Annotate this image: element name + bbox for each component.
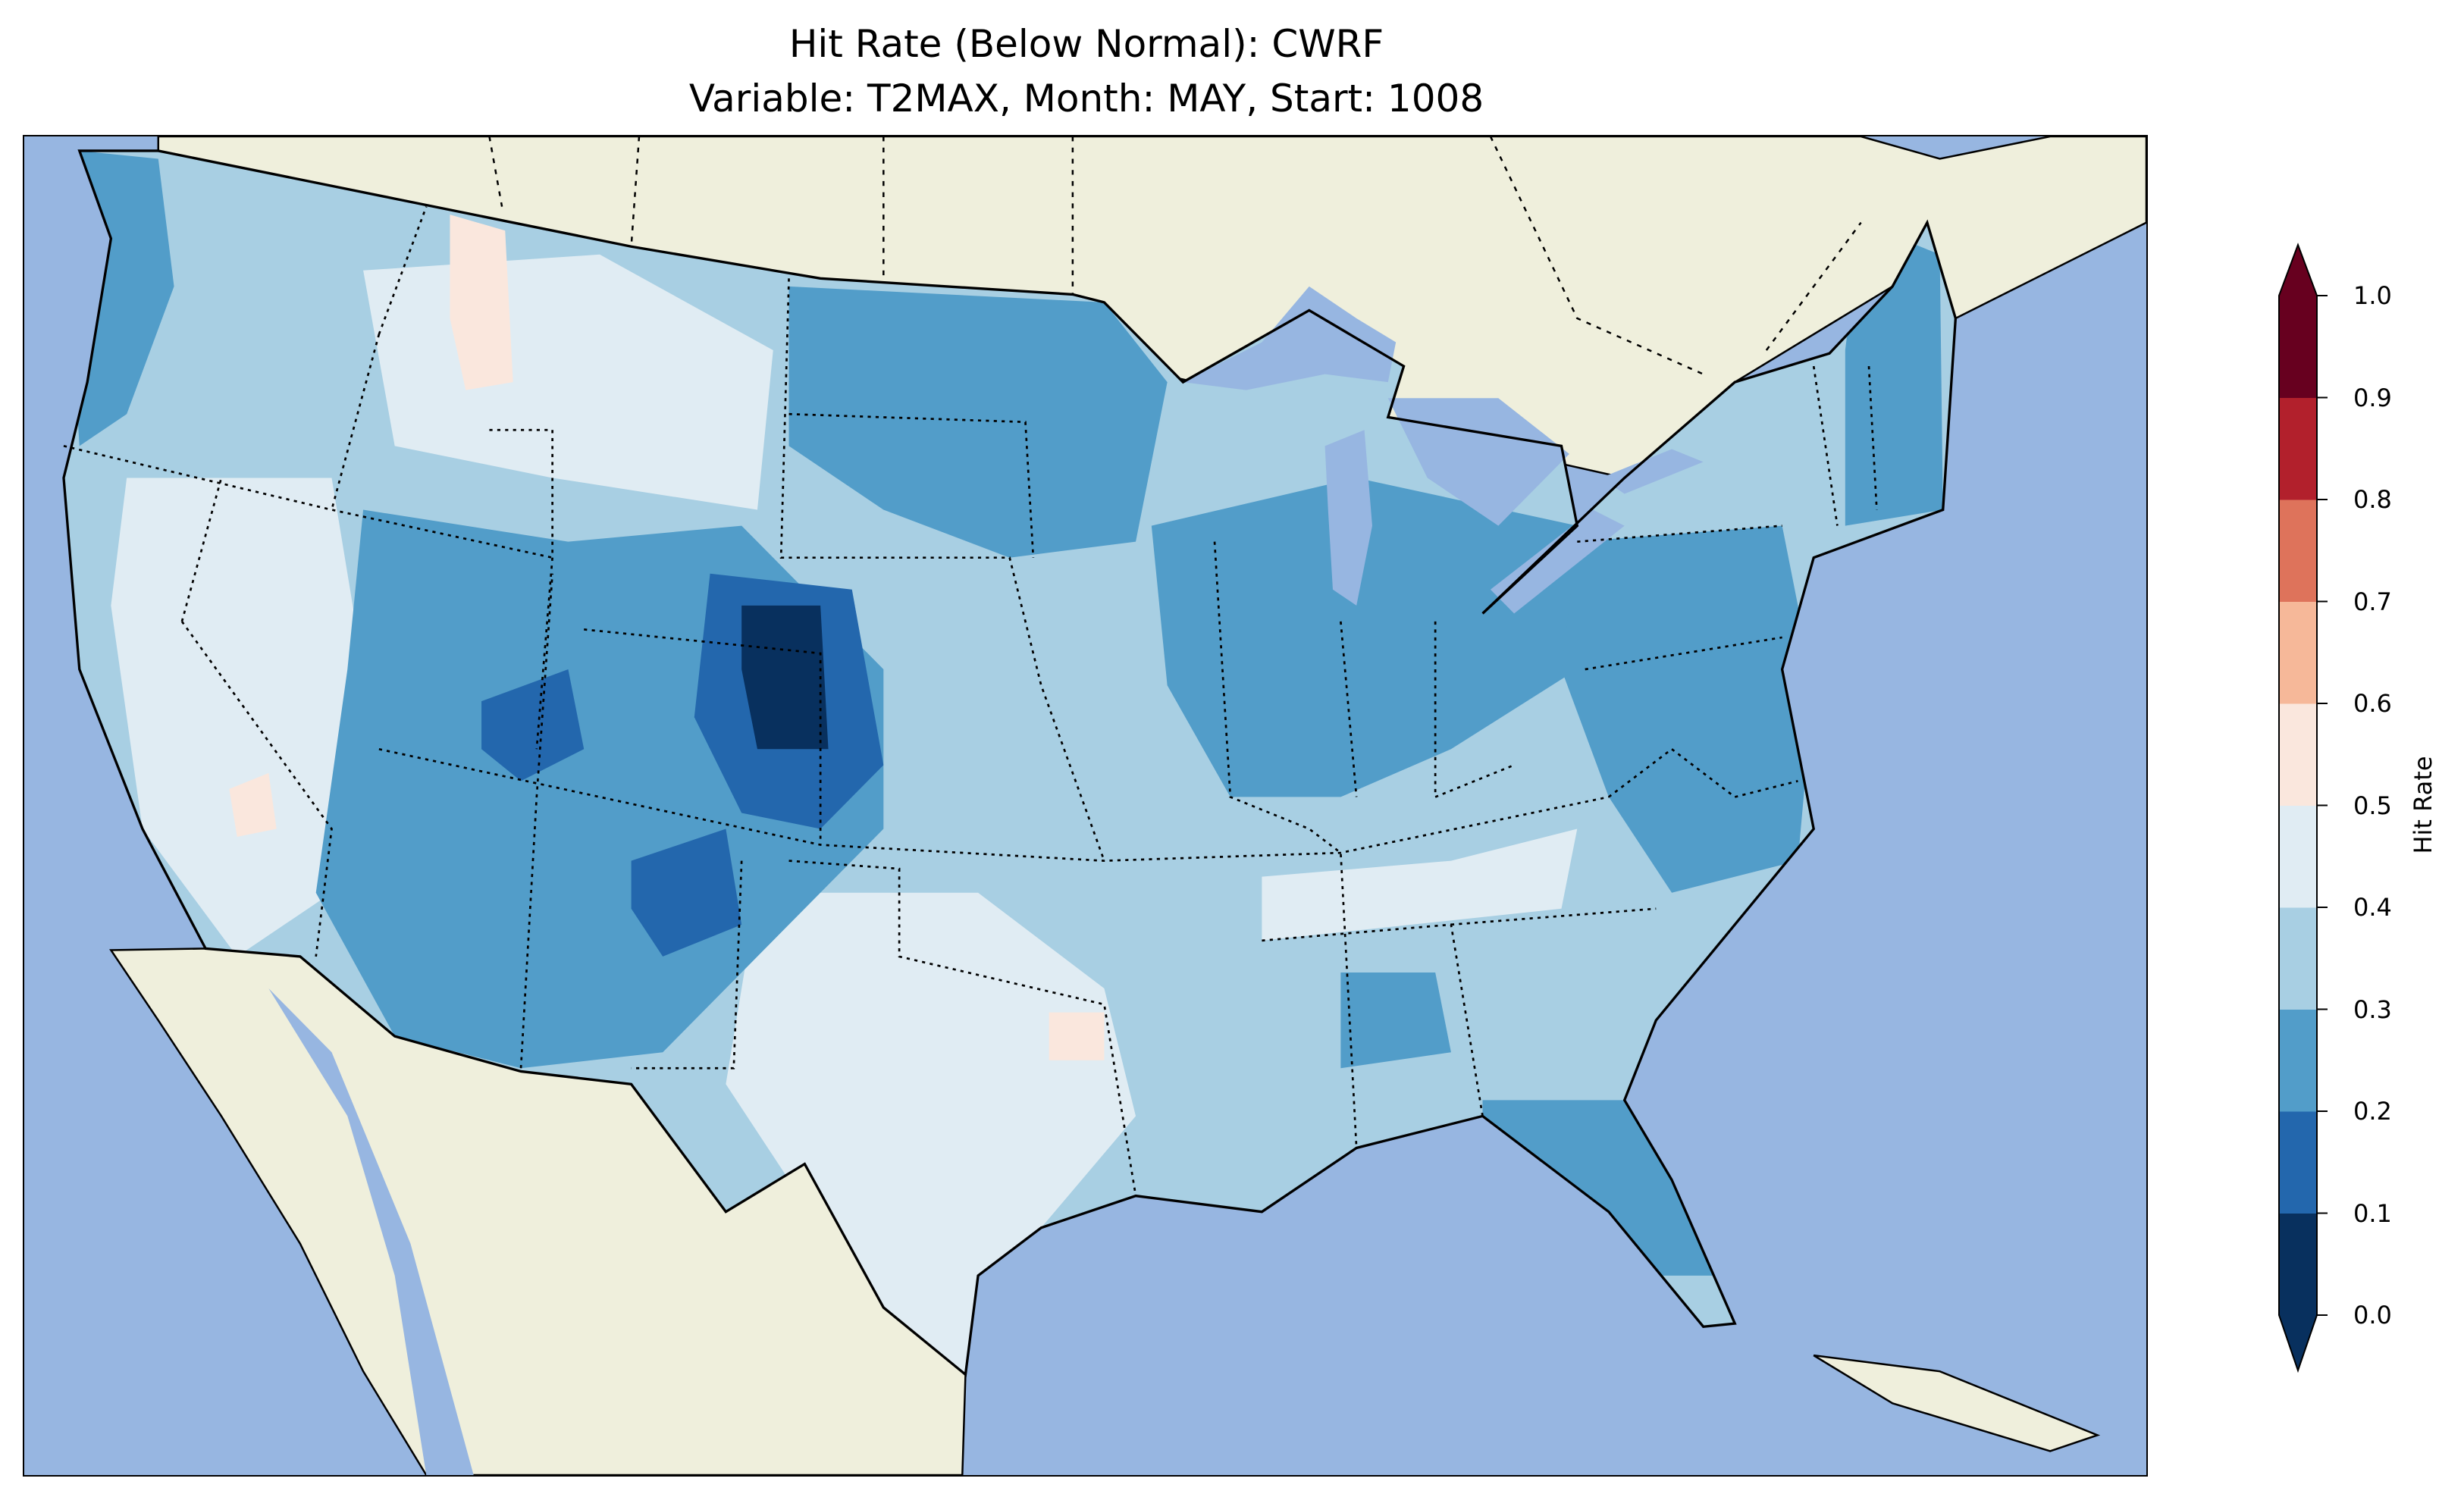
region-central-texas — [1049, 1012, 1105, 1060]
colorbar-tick-label: 1.0 — [2353, 281, 2392, 310]
lake-erie — [1490, 509, 1625, 614]
colorbar-label: Hit Rate — [2409, 756, 2437, 854]
map-panel — [23, 135, 2148, 1477]
colorbar-tick-label: 0.0 — [2353, 1301, 2392, 1330]
lake-michigan — [1324, 430, 1372, 606]
state-border — [1577, 525, 1782, 671]
colorbar-segment — [2279, 296, 2317, 398]
colorbar-tick-label: 0.9 — [2353, 383, 2392, 412]
state-border — [1812, 365, 1878, 526]
region-new-mexico — [631, 828, 742, 957]
region-mid-atlantic — [1561, 525, 1814, 893]
region-ky-tn — [1262, 828, 1578, 941]
colorbar-segment — [2279, 703, 2317, 806]
canada-borders — [488, 136, 1862, 375]
colorbar-tick-label: 0.4 — [2353, 893, 2392, 922]
state-border — [331, 206, 428, 510]
colorbar-tick-label: 0.2 — [2353, 1097, 2392, 1126]
region-florida — [1482, 1100, 1719, 1276]
colorbar-tick-label: 0.5 — [2353, 791, 2392, 820]
state-border — [779, 278, 1105, 862]
state-border — [788, 860, 1137, 1196]
region-colorado-core — [741, 605, 829, 750]
region-alabama — [1340, 972, 1451, 1069]
chart-title: Hit Rate (Below Normal): CWRF — [788, 22, 1384, 66]
state-border — [63, 445, 553, 559]
state-border — [378, 747, 1610, 862]
state-border — [1340, 621, 1515, 799]
chart-subtitle: Variable: T2MAX, Month: MAY, Start: 1008 — [688, 77, 1484, 121]
region-utah-nevada — [481, 669, 585, 781]
colorbar-tick-label: 0.3 — [2353, 994, 2392, 1024]
state-border — [1262, 907, 1657, 1117]
lake-superior — [1183, 286, 1397, 390]
colorbar-segment — [2279, 805, 2317, 908]
state-border — [519, 573, 553, 1069]
lake-huron — [1387, 398, 1569, 526]
colorbar-tick-label: 0.8 — [2353, 485, 2392, 514]
colorbar-segment — [2279, 601, 2317, 704]
colorbar-segment — [2279, 500, 2317, 602]
colorbar-segment — [2279, 907, 2317, 1010]
colorbar-segment — [2279, 397, 2317, 500]
state-border — [180, 478, 223, 622]
colorbar-segment — [2279, 1111, 2317, 1214]
region-dakotas-mn — [788, 286, 1168, 558]
state-border — [631, 860, 743, 1070]
state-border — [489, 428, 553, 750]
province-border — [488, 136, 1074, 295]
state-border — [584, 628, 822, 845]
colorbar-tick-label: 0.6 — [2353, 689, 2392, 718]
colorbar-tick-label: 0.7 — [2353, 587, 2392, 616]
lake-ontario — [1600, 449, 1704, 494]
colorbar-extend-min — [2279, 1315, 2317, 1370]
state-border — [788, 412, 1035, 558]
region-texas — [726, 892, 1136, 1375]
baja-gulf — [268, 988, 474, 1475]
colorbar — [2278, 243, 2328, 1373]
province-border — [1489, 136, 1862, 375]
region-nevada — [111, 478, 364, 957]
cuba-landmass — [1813, 1354, 2101, 1452]
region-central-idaho — [450, 215, 513, 390]
colorbar-segment — [2279, 1213, 2317, 1316]
great-lakes — [1183, 286, 1704, 614]
state-border — [1608, 747, 1798, 798]
colorbar-extend-max — [2279, 245, 2317, 296]
state-border — [1213, 541, 1358, 1148]
colorbar-segment — [2279, 1009, 2317, 1112]
colorbar-tick-label: 0.1 — [2353, 1198, 2392, 1228]
state-borders — [63, 206, 1878, 1196]
region-midwest — [1151, 478, 1578, 797]
region-southern-california — [229, 772, 277, 838]
state-border — [180, 621, 333, 957]
